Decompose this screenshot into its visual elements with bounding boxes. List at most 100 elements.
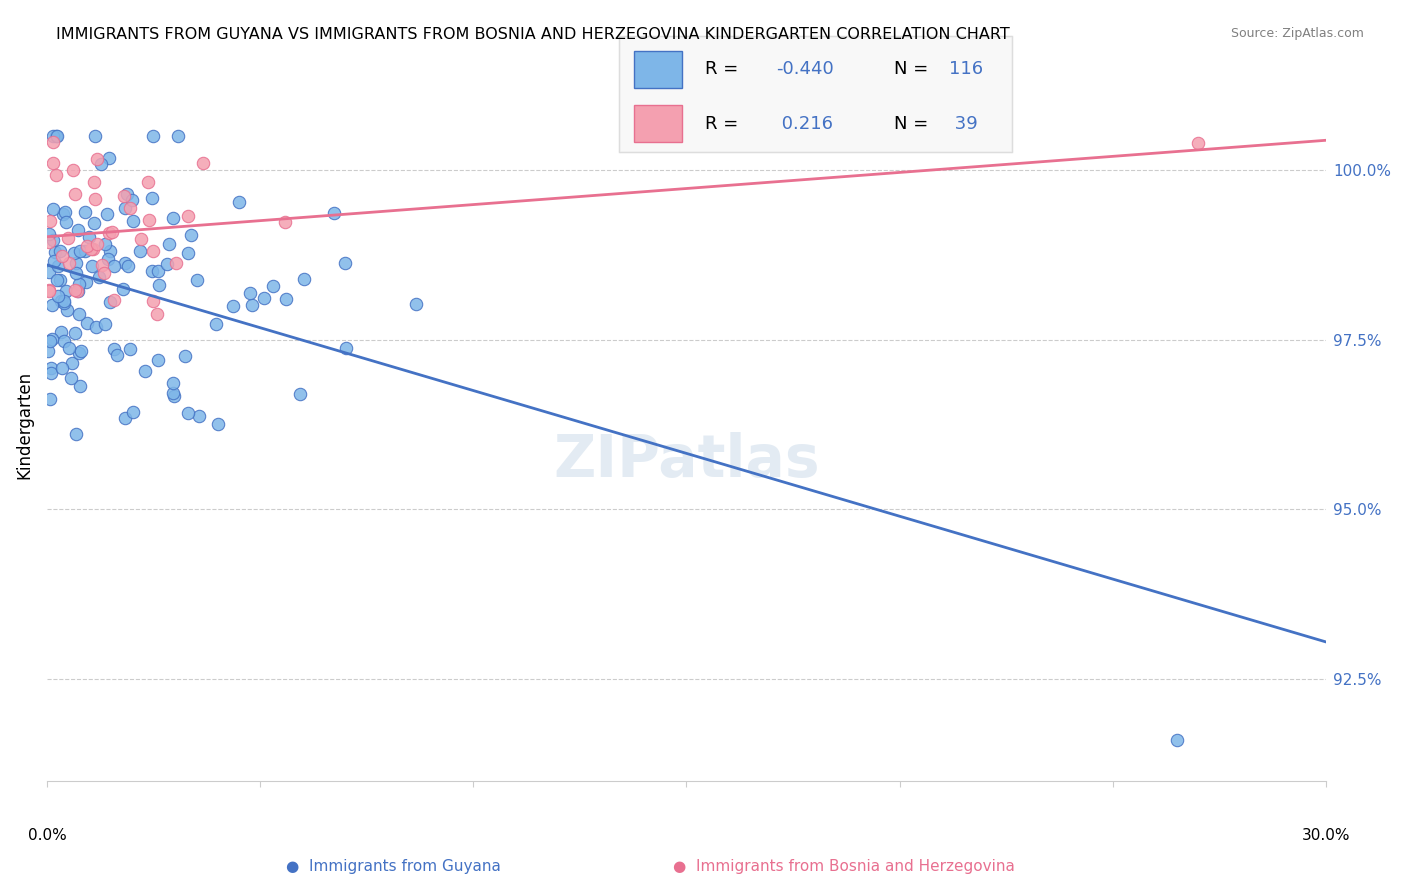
- Point: [333, 255, 356, 269]
- Point: [53, 334, 76, 348]
- Point: [53, 294, 76, 309]
- Point: [58, 231, 80, 245]
- Point: [39, 214, 62, 228]
- Text: 0.216: 0.216: [776, 115, 834, 133]
- Point: [105, 348, 128, 362]
- Point: [101, 226, 124, 240]
- Point: [86, 320, 108, 334]
- Point: [62, 162, 84, 177]
- Point: [142, 293, 165, 308]
- Point: [156, 256, 179, 270]
- Text: R =: R =: [706, 61, 744, 78]
- Point: [98, 244, 121, 259]
- Point: [58, 341, 80, 355]
- Point: [118, 201, 141, 215]
- Point: [180, 228, 202, 243]
- Point: [56, 303, 79, 318]
- Point: [73, 244, 96, 258]
- Point: [66, 284, 89, 298]
- Point: [94, 317, 117, 331]
- Text: 39: 39: [949, 115, 979, 133]
- Point: [103, 293, 125, 308]
- Point: [63, 326, 86, 340]
- Point: [38, 235, 60, 250]
- Point: [46, 288, 69, 302]
- Point: [76, 239, 98, 253]
- Point: [148, 263, 170, 277]
- Point: [240, 298, 263, 312]
- Text: Source: ZipAtlas.com: Source: ZipAtlas.com: [1230, 27, 1364, 40]
- Point: [83, 216, 105, 230]
- Point: [193, 156, 215, 170]
- Point: [1187, 136, 1209, 150]
- Point: [73, 205, 96, 219]
- Point: [44, 245, 66, 260]
- Point: [112, 282, 135, 296]
- Point: [38, 284, 60, 298]
- Point: [290, 387, 312, 401]
- Point: [148, 278, 170, 293]
- Point: [93, 266, 115, 280]
- Point: [142, 129, 165, 144]
- Point: [41, 135, 63, 149]
- Point: [46, 129, 69, 144]
- Point: [103, 259, 125, 273]
- Text: R =: R =: [706, 115, 744, 133]
- Point: [62, 356, 84, 370]
- Point: [80, 260, 103, 274]
- Point: [37, 344, 59, 359]
- Text: ●  Immigrants from Guyana: ● Immigrants from Guyana: [287, 859, 501, 874]
- Point: [38, 334, 60, 349]
- Point: [165, 256, 187, 270]
- Point: [51, 249, 73, 263]
- Point: [55, 215, 77, 229]
- Point: [174, 350, 197, 364]
- Text: ●  Immigrants from Bosnia and Herzegovina: ● Immigrants from Bosnia and Herzegovina: [672, 859, 1015, 874]
- Text: -0.440: -0.440: [776, 61, 834, 78]
- Point: [69, 379, 91, 393]
- Point: [222, 300, 245, 314]
- Point: [274, 292, 297, 306]
- Point: [91, 258, 114, 272]
- Point: [60, 371, 83, 385]
- Point: [52, 207, 75, 221]
- FancyBboxPatch shape: [634, 105, 682, 143]
- Point: [205, 318, 228, 332]
- Point: [405, 297, 427, 311]
- Point: [114, 256, 136, 270]
- Point: [253, 292, 276, 306]
- Point: [188, 409, 211, 424]
- Point: [94, 236, 117, 251]
- Point: [76, 316, 98, 330]
- Point: [177, 406, 200, 420]
- Point: [129, 232, 152, 246]
- Point: [292, 272, 315, 286]
- Point: [98, 151, 121, 165]
- Point: [97, 252, 120, 267]
- Point: [48, 273, 70, 287]
- Point: [82, 243, 104, 257]
- Point: [122, 405, 145, 419]
- Point: [38, 227, 60, 241]
- Point: [63, 246, 86, 260]
- Point: [45, 273, 67, 287]
- Point: [80, 242, 103, 256]
- Point: [128, 244, 150, 258]
- Point: [121, 193, 143, 207]
- Point: [177, 209, 200, 223]
- Point: [65, 426, 87, 441]
- Point: [49, 244, 72, 258]
- Point: [66, 223, 89, 237]
- Point: [122, 214, 145, 228]
- Point: [67, 346, 90, 360]
- Point: [83, 175, 105, 189]
- Point: [53, 296, 76, 310]
- Point: [138, 213, 160, 227]
- Point: [39, 360, 62, 375]
- FancyBboxPatch shape: [634, 51, 682, 87]
- Point: [323, 205, 346, 219]
- Point: [45, 168, 67, 182]
- Point: [38, 392, 60, 406]
- Point: [66, 284, 89, 298]
- Point: [98, 295, 121, 310]
